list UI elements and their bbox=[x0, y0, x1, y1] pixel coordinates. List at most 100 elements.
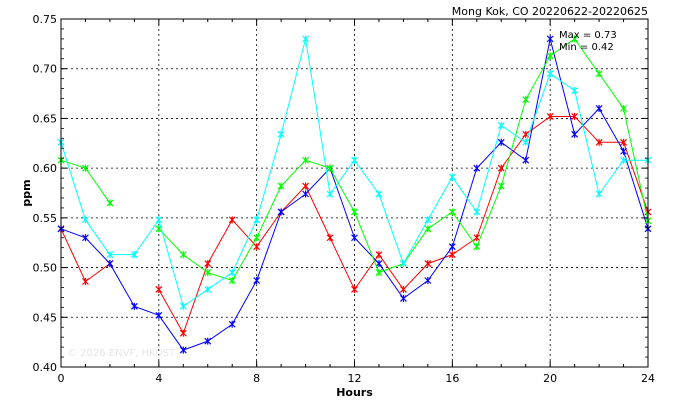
data-point bbox=[302, 182, 310, 190]
data-point bbox=[473, 164, 481, 172]
data-point bbox=[228, 276, 236, 284]
data-point bbox=[277, 182, 285, 190]
y-tick-label: 0.60 bbox=[33, 162, 58, 175]
data-point bbox=[424, 225, 432, 233]
watermark: © 2026 ENVF, HKUST bbox=[67, 348, 176, 359]
data-point bbox=[155, 285, 163, 293]
grid-lines bbox=[61, 19, 648, 367]
data-point bbox=[253, 276, 261, 284]
data-point bbox=[179, 302, 187, 310]
data-point bbox=[546, 112, 554, 120]
data-point bbox=[473, 243, 481, 251]
series-group bbox=[57, 35, 652, 354]
data-point bbox=[620, 156, 627, 164]
data-point bbox=[326, 234, 334, 242]
data-point bbox=[522, 96, 530, 104]
tick-labels: 0 4 8 12 16 20 24 0.40 0.45 0.50 0.55 0.60 0.65 0.70 0… bbox=[33, 13, 656, 385]
data-point bbox=[595, 138, 603, 146]
data-point bbox=[448, 243, 456, 251]
data-point bbox=[106, 251, 114, 259]
x-tick-label: 12 bbox=[348, 372, 362, 385]
data-point bbox=[497, 121, 505, 129]
data-point bbox=[179, 346, 187, 354]
y-tick-label: 0.55 bbox=[33, 212, 58, 225]
x-tick-label: 20 bbox=[543, 372, 557, 385]
data-point bbox=[253, 234, 261, 242]
series-line bbox=[158, 38, 649, 282]
data-point bbox=[228, 216, 236, 224]
data-point bbox=[277, 208, 285, 216]
data-point bbox=[424, 276, 432, 284]
data-point bbox=[302, 190, 310, 198]
data-point bbox=[302, 35, 310, 43]
data-point bbox=[620, 104, 627, 112]
y-tick-label: 0.75 bbox=[33, 13, 58, 26]
data-point bbox=[204, 269, 212, 277]
data-point bbox=[375, 260, 383, 268]
data-point bbox=[155, 311, 163, 319]
data-point bbox=[399, 294, 407, 302]
data-point bbox=[204, 337, 212, 345]
data-point bbox=[595, 104, 603, 112]
data-point bbox=[351, 208, 358, 216]
x-tick-label: 24 bbox=[641, 372, 655, 385]
data-point bbox=[522, 138, 530, 146]
data-point bbox=[82, 277, 89, 285]
x-tick-label: 16 bbox=[445, 372, 459, 385]
data-point bbox=[546, 35, 554, 43]
data-point bbox=[497, 138, 505, 146]
data-point bbox=[155, 216, 163, 224]
y-tick-label: 0.65 bbox=[33, 112, 58, 125]
data-point bbox=[204, 285, 212, 293]
data-point bbox=[571, 87, 579, 95]
data-point bbox=[106, 260, 114, 268]
data-point bbox=[375, 190, 383, 198]
data-point bbox=[253, 216, 261, 224]
data-point bbox=[399, 285, 407, 293]
data-point bbox=[546, 70, 554, 78]
data-point bbox=[620, 147, 627, 155]
data-point bbox=[448, 208, 456, 216]
data-point bbox=[497, 164, 505, 172]
data-point bbox=[302, 156, 310, 164]
x-tick-label: 8 bbox=[253, 372, 260, 385]
data-point bbox=[277, 130, 285, 138]
series-2 bbox=[57, 35, 652, 354]
data-point bbox=[522, 156, 530, 164]
data-point bbox=[424, 216, 432, 224]
data-point bbox=[326, 190, 334, 198]
data-point bbox=[82, 234, 89, 242]
y-tick-label: 0.70 bbox=[33, 63, 58, 76]
data-point bbox=[82, 216, 89, 224]
max-annotation: Max = 0.73 bbox=[559, 30, 617, 41]
data-point bbox=[179, 329, 187, 337]
y-tick-label: 0.45 bbox=[33, 311, 58, 324]
data-point bbox=[448, 251, 456, 259]
min-annotation: Min = 0.42 bbox=[559, 42, 614, 53]
x-tick-label: 0 bbox=[58, 372, 65, 385]
data-point bbox=[424, 260, 432, 268]
y-axis-label: ppm bbox=[20, 179, 33, 206]
data-point bbox=[375, 269, 383, 277]
data-point bbox=[130, 251, 138, 259]
data-point bbox=[571, 35, 579, 43]
data-point bbox=[399, 260, 407, 268]
data-point bbox=[351, 234, 358, 242]
data-point bbox=[326, 164, 334, 172]
series-4 bbox=[57, 35, 652, 310]
data-point bbox=[546, 52, 554, 60]
x-axis-label: Hours bbox=[336, 386, 373, 399]
data-point bbox=[473, 234, 481, 242]
x-tick-label: 4 bbox=[155, 372, 162, 385]
data-point bbox=[351, 156, 358, 164]
data-point bbox=[448, 173, 456, 181]
data-point bbox=[130, 302, 138, 310]
data-point bbox=[204, 260, 212, 268]
data-point bbox=[595, 70, 603, 78]
data-point bbox=[82, 164, 89, 172]
data-point bbox=[253, 243, 261, 251]
data-point bbox=[106, 199, 114, 207]
data-point bbox=[228, 269, 236, 277]
data-point bbox=[179, 251, 187, 259]
